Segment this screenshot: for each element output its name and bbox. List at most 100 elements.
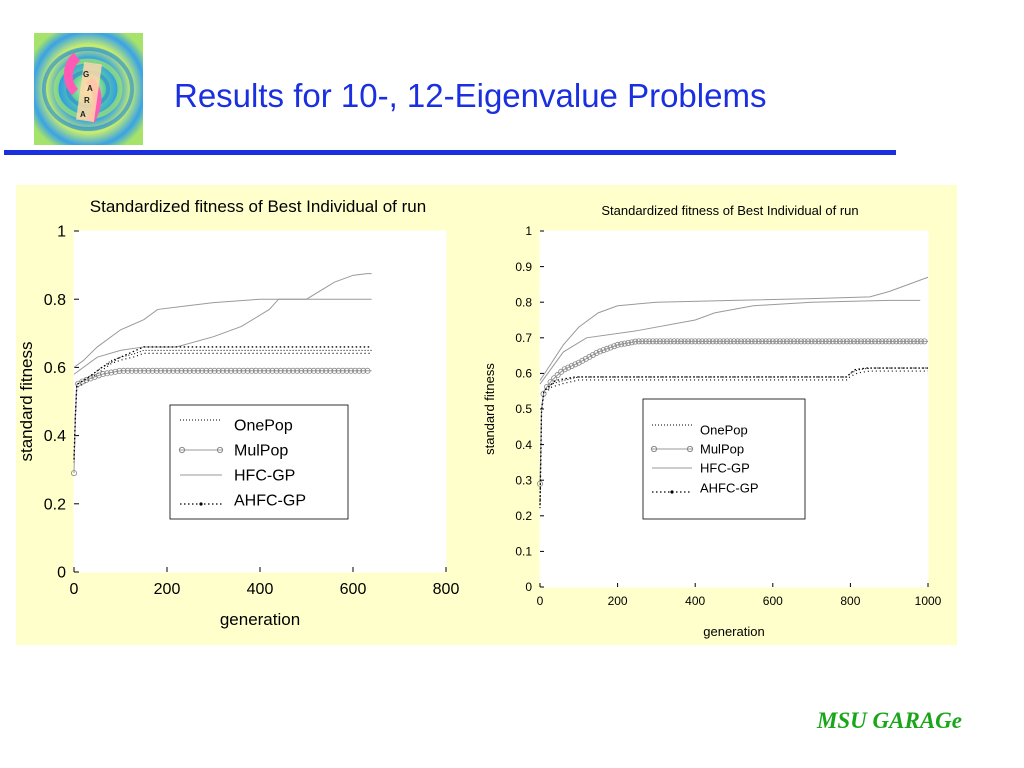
series-marker-mulpop <box>95 372 102 379</box>
series-marker-mulpop <box>780 338 787 345</box>
series-marker-mulpop <box>170 367 177 374</box>
legend-label-mulpop: MulPop <box>700 442 744 457</box>
series-marker-mulpop <box>794 338 801 345</box>
series-marker-mulpop <box>783 338 790 345</box>
legend-marker-mulpop <box>216 446 224 454</box>
x-axis-label: generation <box>220 610 300 629</box>
series-marker-mulpop <box>865 338 872 345</box>
svg-text:G: G <box>83 70 89 79</box>
x-tick-label: 200 <box>608 594 628 608</box>
series-marker-mulpop <box>914 338 921 345</box>
series-marker-mulpop <box>656 338 663 345</box>
svg-text:A: A <box>87 84 93 93</box>
series-marker-mulpop <box>582 355 589 362</box>
y-tick-label: 0.6 <box>44 360 66 377</box>
series-marker-mulpop <box>596 348 603 355</box>
series-marker-mulpop <box>273 367 280 374</box>
series-marker-mulpop <box>360 367 367 374</box>
series-marker-mulpop <box>547 378 554 385</box>
series-marker-mulpop <box>625 339 632 346</box>
series-marker-mulpop <box>579 357 586 364</box>
series-marker-mulpop <box>186 367 193 374</box>
series-marker-mulpop <box>843 338 850 345</box>
series-line-hfc-gp-second-run <box>539 299 921 385</box>
legend-label-ahfc-gp: AHFC-GP <box>700 481 759 496</box>
series-marker-mulpop <box>265 367 272 374</box>
series-marker-mulpop <box>306 367 313 374</box>
series-marker-mulpop <box>896 338 903 345</box>
series-marker-mulpop <box>554 372 561 379</box>
series-marker-mulpop <box>826 338 833 345</box>
legend-marker-mulpop <box>178 446 186 454</box>
series-line-ahfc-gp <box>73 346 372 460</box>
series-marker-mulpop <box>734 338 741 345</box>
series-marker-mulpop <box>153 367 160 374</box>
series-marker-mulpop <box>840 338 847 345</box>
title-divider <box>4 150 896 155</box>
series-marker-mulpop <box>294 367 301 374</box>
series-marker-mulpop <box>607 344 614 351</box>
series-marker-mulpop <box>649 338 656 345</box>
series-marker-mulpop <box>364 367 371 374</box>
series-marker-mulpop <box>861 338 868 345</box>
x-tick-label: 200 <box>154 581 181 598</box>
series-marker-mulpop <box>327 367 334 374</box>
series-marker-mulpop <box>812 338 819 345</box>
series-marker-mulpop <box>236 367 243 374</box>
series-marker-mulpop <box>104 370 111 377</box>
series-marker-mulpop <box>893 338 900 345</box>
series-marker-mulpop <box>663 338 670 345</box>
series-marker-mulpop <box>787 338 794 345</box>
series-marker-mulpop <box>819 338 826 345</box>
series-line-hfc-gp <box>73 273 372 368</box>
x-tick-label: 600 <box>763 594 783 608</box>
series-marker-mulpop <box>593 350 600 357</box>
series-marker-mulpop <box>723 338 730 345</box>
series-marker-mulpop <box>798 338 805 345</box>
series-marker-mulpop <box>741 338 748 345</box>
series-marker-mulpop <box>706 338 713 345</box>
y-tick-label: 0.8 <box>515 295 532 309</box>
series-marker-mulpop <box>738 338 745 345</box>
y-tick-label: 0.4 <box>44 428 66 445</box>
series-marker-mulpop <box>228 367 235 374</box>
series-marker-mulpop <box>766 338 773 345</box>
series-marker-mulpop <box>347 367 354 374</box>
series-marker-mulpop <box>203 367 210 374</box>
series-marker-mulpop <box>600 347 607 354</box>
series-marker-mulpop <box>174 367 181 374</box>
series-marker-mulpop <box>836 338 843 345</box>
series-marker-mulpop <box>99 371 106 378</box>
series-marker-mulpop <box>632 338 639 345</box>
series-marker-mulpop <box>660 338 667 345</box>
legend-label-ahfc-gp: AHFC-GP <box>234 493 306 510</box>
series-marker-mulpop <box>211 367 218 374</box>
series-marker-mulpop <box>604 345 611 352</box>
series-marker-mulpop <box>769 338 776 345</box>
series-marker-mulpop <box>646 338 653 345</box>
series-marker-mulpop <box>314 367 321 374</box>
series-marker-mulpop <box>248 367 255 374</box>
series-marker-mulpop <box>674 338 681 345</box>
series-marker-mulpop <box>269 367 276 374</box>
series-marker-mulpop <box>318 367 325 374</box>
series-marker-mulpop <box>773 338 780 345</box>
series-marker-mulpop <box>815 338 822 345</box>
series-marker-mulpop <box>720 338 727 345</box>
series-marker-mulpop <box>731 338 738 345</box>
y-tick-label: 0.2 <box>515 509 532 523</box>
series-line-hfc-gp-second-run <box>73 298 372 375</box>
slide-title: Results for 10-, 12-Eigenvalue Problems <box>174 77 767 114</box>
garage-logo-icon: G A R A <box>34 33 143 145</box>
series-marker-mulpop <box>335 367 342 374</box>
series-marker-mulpop <box>847 338 854 345</box>
series-marker-mulpop <box>302 367 309 374</box>
x-tick-label: 800 <box>840 594 860 608</box>
legend-marker-ahfc <box>670 490 674 494</box>
series-marker-mulpop <box>215 367 222 374</box>
series-marker-mulpop <box>310 367 317 374</box>
series-marker-mulpop <box>190 367 197 374</box>
y-tick-label: 0.2 <box>44 496 66 513</box>
series-marker-mulpop <box>716 338 723 345</box>
legend-label-onepop: OnePop <box>700 423 748 438</box>
